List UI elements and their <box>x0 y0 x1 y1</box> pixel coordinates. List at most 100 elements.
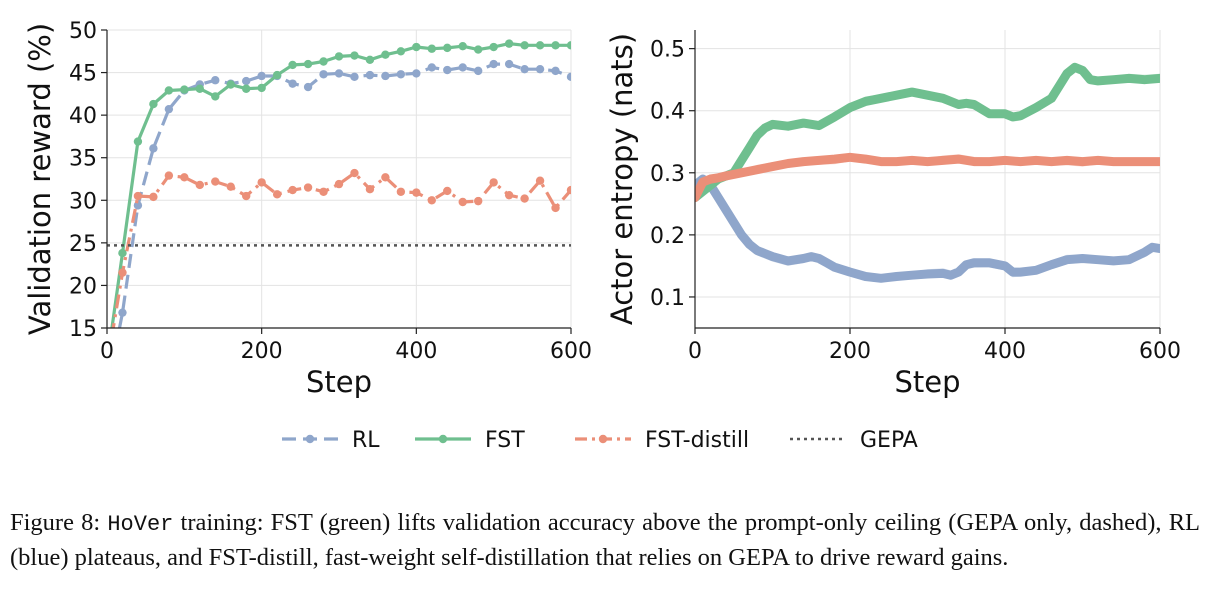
point-fst-distill <box>319 187 328 196</box>
point-fst <box>180 85 189 94</box>
series-line-rl <box>117 62 571 328</box>
point-rl <box>504 59 514 69</box>
x-tick-label: 400 <box>395 339 437 364</box>
point-fst-distill <box>566 185 571 195</box>
point-rl <box>427 63 436 72</box>
point-rl <box>443 65 452 75</box>
legend-marker <box>305 434 315 444</box>
y-tick-label: 30 <box>69 189 97 214</box>
point-rl <box>458 63 467 72</box>
y-tick-label: 40 <box>69 104 97 129</box>
legend-item-gepa: GEPA <box>790 428 918 453</box>
point-fst <box>520 41 529 50</box>
actor-entropy-chart: 0 200 400 600 0.1 0.2 0.3 0.4 0.5 Step Actor entro… <box>605 30 1181 399</box>
point-fst-distill <box>535 176 545 185</box>
y-tick-label: 20 <box>69 274 97 299</box>
point-rl <box>103 388 111 396</box>
point-fst-distill <box>334 179 344 189</box>
caption-prefix: Figure 8: <box>10 509 108 536</box>
x-tick-label: 0 <box>688 339 702 364</box>
y-tick-label: 0.1 <box>650 286 685 311</box>
point-rl <box>334 69 344 78</box>
point-rl <box>303 82 313 92</box>
legend-label: FST <box>485 428 525 453</box>
x-tick-label: 600 <box>1139 339 1181 364</box>
point-fst-distill <box>520 194 529 203</box>
x-axis-label: Step <box>306 365 372 399</box>
point-fst-distill <box>226 182 235 191</box>
point-fst-distill <box>180 173 189 182</box>
point-fst <box>396 47 406 56</box>
point-fst-distill <box>257 178 266 187</box>
point-fst <box>535 41 545 50</box>
point-rl <box>489 59 498 69</box>
point-rl <box>164 104 174 114</box>
legend-item-rl: RL <box>282 428 380 453</box>
y-tick-label: 50 <box>69 19 97 44</box>
legend-label: GEPA <box>860 428 918 453</box>
point-rl <box>412 69 421 78</box>
point-rl <box>319 70 328 79</box>
x-tick-label: 400 <box>984 339 1026 364</box>
point-fst <box>350 51 359 60</box>
point-fst <box>551 41 560 50</box>
point-fst <box>272 70 282 80</box>
point-fst-distill <box>272 190 282 199</box>
y-tick-label: 15 <box>69 317 97 342</box>
point-fst-distill <box>458 197 467 207</box>
y-tick-label: 0.2 <box>650 224 685 249</box>
y-axis-label: Validation reward (%) <box>23 23 57 335</box>
x-tick-label: 200 <box>241 339 283 364</box>
point-fst <box>164 86 174 95</box>
y-axis-label: Actor entropy (nats) <box>605 33 639 325</box>
point-fst-distill <box>504 190 514 200</box>
point-fst-distill <box>474 196 483 206</box>
legend-label: FST-distill <box>645 428 749 453</box>
point-fst <box>365 55 375 64</box>
legend: RL FST FST-distill GEPA <box>282 428 918 453</box>
point-rl <box>365 70 375 80</box>
point-rl <box>149 144 158 153</box>
point-fst <box>257 83 266 93</box>
point-fst <box>303 59 313 69</box>
point-fst <box>118 248 127 258</box>
point-rl <box>566 72 571 82</box>
y-tick-label: 0.4 <box>650 100 685 125</box>
point-rl <box>133 201 143 210</box>
y-tick-label: 0.5 <box>650 38 685 63</box>
series-raw-rl <box>695 182 1160 282</box>
point-fst <box>566 41 571 50</box>
point-rl <box>535 64 545 74</box>
point-fst-distill <box>381 173 390 182</box>
x-tick-label: 0 <box>100 339 114 364</box>
legend-item-fst-distill: FST-distill <box>575 428 749 453</box>
point-fst-distill <box>350 168 359 178</box>
point-fst-distill <box>443 186 452 196</box>
series-line-fst <box>110 41 571 328</box>
point-fst-distill <box>164 171 174 180</box>
figure-caption: Figure 8: HoVer training: FST (green) li… <box>10 506 1200 574</box>
point-rl <box>396 70 406 79</box>
y-tick-label: 25 <box>69 232 97 257</box>
point-fst-distill <box>118 268 127 277</box>
point-rl <box>288 79 297 88</box>
series-line-fst-distill <box>111 171 571 328</box>
point-fst <box>195 84 204 93</box>
point-fst <box>319 57 328 66</box>
caption-text: training: FST (green) lifts validation a… <box>10 509 1200 571</box>
series-line-fst-distill <box>695 152 1160 203</box>
point-fst <box>504 39 514 48</box>
point-fst-distill <box>412 188 421 197</box>
legend-item-fst: FST <box>415 428 525 453</box>
point-fst <box>226 80 235 89</box>
point-rl <box>118 308 127 317</box>
point-fst <box>381 50 390 59</box>
y-tick-label: 35 <box>69 147 97 172</box>
point-fst-distill <box>242 191 251 201</box>
figure: 0 200 400 600 15 20 25 30 35 40 45 50 Step Validation… <box>23 19 1181 453</box>
point-fst <box>288 60 297 70</box>
legend-marker <box>598 434 608 444</box>
point-fst <box>458 41 467 51</box>
point-fst-distill <box>195 180 204 190</box>
legend-label: RL <box>352 428 380 453</box>
